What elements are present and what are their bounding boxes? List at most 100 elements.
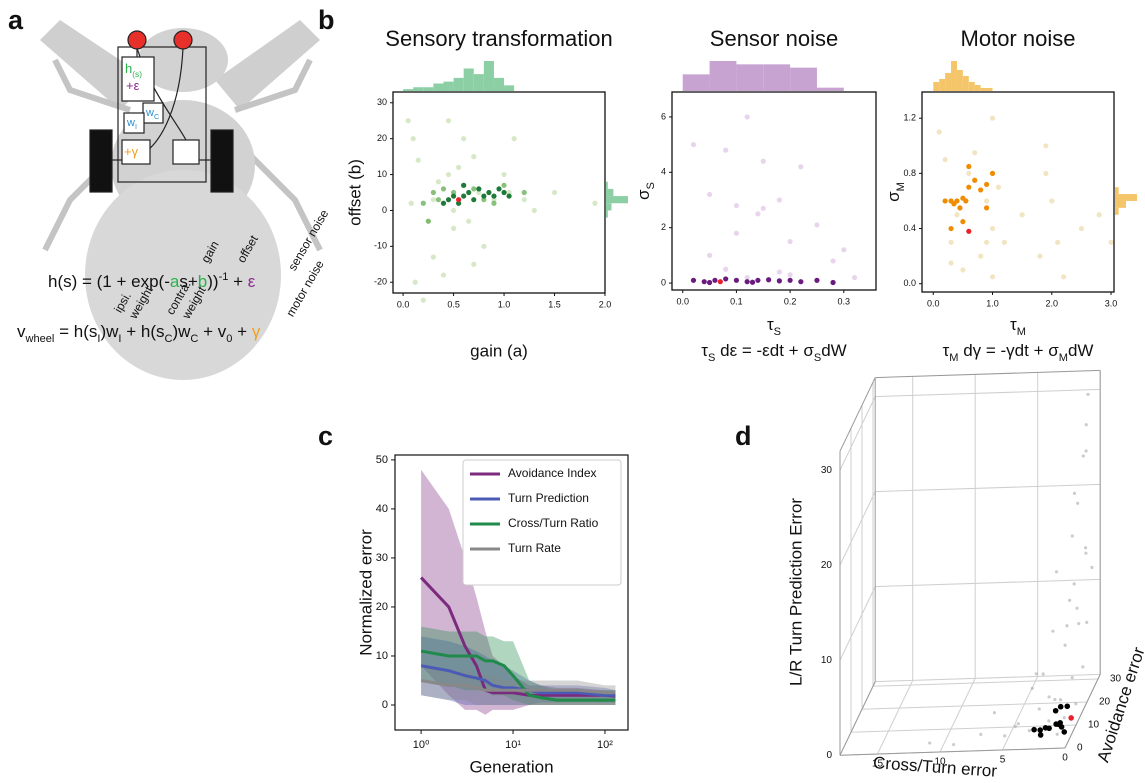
grid-line [839, 396, 876, 471]
point [978, 253, 984, 259]
histogram-bar [443, 81, 454, 91]
histogram-bar [962, 76, 969, 91]
legend-label: Avoidance Index [508, 466, 597, 480]
line [420, 679, 616, 695]
point [1037, 707, 1041, 711]
panel-label: b [318, 5, 335, 35]
point [405, 118, 411, 124]
point [531, 207, 537, 214]
text-part: +γ [124, 144, 139, 159]
z-tick-label: 30 [821, 465, 833, 476]
point [1053, 721, 1059, 727]
y-tick-label: 30 [377, 97, 387, 107]
point [755, 211, 761, 217]
point [521, 197, 527, 203]
point [501, 171, 507, 178]
point [450, 225, 457, 231]
point [445, 197, 452, 203]
histogram-bar [968, 82, 975, 91]
point [1086, 392, 1090, 396]
point [486, 189, 492, 196]
x-tick-label: 2.0 [1046, 298, 1059, 308]
histogram-bar [986, 88, 993, 91]
text-part: + v [198, 322, 226, 341]
y-tick-label: 30 [376, 552, 388, 564]
grid-line [939, 678, 976, 753]
point [1061, 729, 1068, 735]
point [760, 205, 766, 211]
point [776, 269, 782, 275]
histogram-bar [463, 68, 474, 91]
abdomen [85, 170, 281, 380]
histogram-bar [413, 87, 424, 91]
point [690, 142, 697, 148]
point [425, 218, 431, 224]
x-tick-label: 0.3 [838, 296, 851, 306]
text-part: S [814, 352, 821, 364]
box [121, 139, 151, 165]
histogram-bar [606, 210, 608, 218]
point [798, 279, 804, 285]
point [1055, 732, 1059, 736]
y-axis-label: offset (b) [345, 159, 364, 226]
point [1003, 734, 1007, 738]
point [966, 228, 972, 234]
point [440, 186, 447, 192]
text-part: -1 [219, 271, 229, 283]
legend-label: Turn Rate [508, 541, 561, 555]
histogram-bar [709, 61, 737, 91]
plot-frame [671, 91, 877, 291]
y-tick-label: 40 [376, 503, 388, 515]
box [121, 56, 155, 102]
point [1076, 501, 1080, 505]
y-tick-label: 20 [377, 133, 387, 143]
point [415, 157, 421, 163]
grid-line [850, 724, 1077, 733]
point [1070, 676, 1074, 680]
point [420, 200, 426, 206]
text-part: dε = -εdt + σ [715, 341, 814, 360]
histogram-bar [493, 77, 505, 91]
point [1037, 727, 1043, 733]
point [830, 258, 836, 264]
y-tick-label: 1.2 [903, 113, 916, 123]
histogram-bar [606, 196, 628, 204]
point [690, 277, 697, 283]
point [755, 277, 761, 283]
text-part: S [774, 326, 781, 338]
point [491, 197, 497, 203]
point [1084, 449, 1088, 453]
legend-label: Turn Prediction [508, 491, 589, 505]
box-edge [1064, 674, 1101, 749]
point [960, 219, 966, 225]
point [1019, 212, 1025, 218]
point [1090, 565, 1094, 570]
point [1074, 702, 1078, 706]
point [1055, 239, 1061, 245]
point [1034, 672, 1038, 676]
box-label: +ε [126, 78, 140, 93]
histogram-bar [606, 203, 612, 211]
point [983, 181, 990, 188]
point [787, 277, 793, 283]
point [952, 742, 956, 747]
point [723, 266, 729, 272]
point [408, 200, 414, 206]
point [954, 212, 960, 218]
point [983, 205, 990, 211]
point [787, 238, 793, 245]
point [506, 189, 512, 196]
point [942, 198, 948, 204]
equation: τM dγ = -γdt + σMdW [943, 341, 1094, 363]
x-axis-label: gain (a) [470, 341, 528, 360]
point [1043, 170, 1049, 176]
panel-label: d [735, 421, 752, 451]
point [551, 189, 558, 196]
histogram-bar [1115, 187, 1119, 195]
y-tick-label: 0 [661, 277, 666, 287]
box-label: wI [126, 117, 137, 131]
point [1108, 239, 1114, 245]
y-axis-label: Normalized error [356, 529, 375, 656]
point [1027, 728, 1031, 733]
